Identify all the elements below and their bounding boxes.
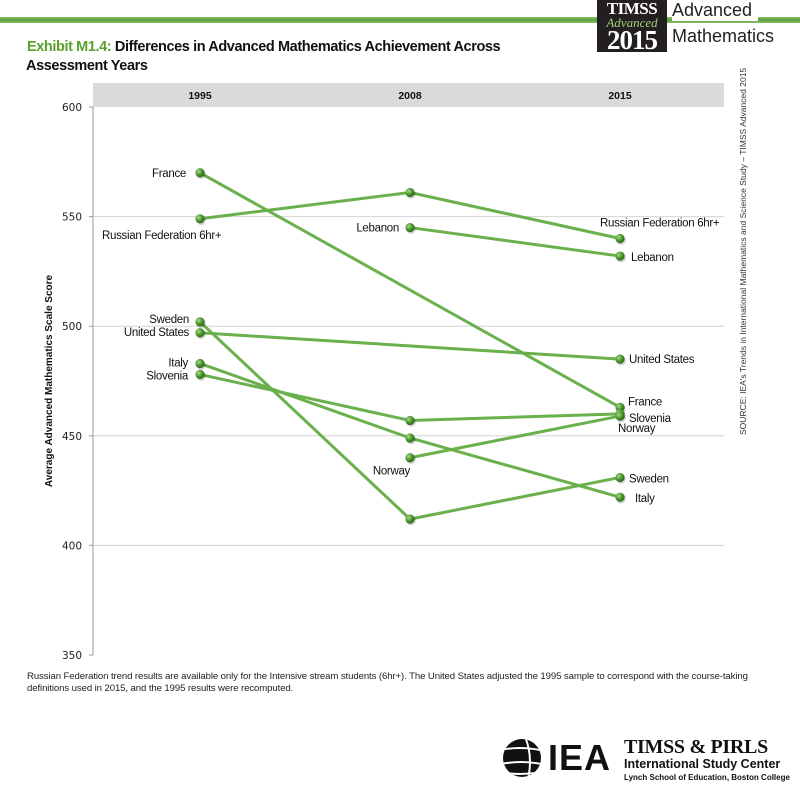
y-tick-label: 500: [62, 321, 82, 333]
series-line-russian-federation-6hr-: [408, 190, 622, 241]
logo-line2: Advanced: [606, 15, 658, 30]
column-label-2008: 2008: [398, 90, 422, 102]
series-line-sweden: [198, 320, 412, 521]
y-tick-label: 600: [62, 102, 82, 114]
series-line-sweden: [408, 475, 622, 521]
data-point-norway-2015: [615, 411, 625, 421]
data-point-slovenia-2008: [405, 415, 415, 426]
timss-advanced-logo: TIMSS Advanced 2015: [597, 0, 667, 55]
title-line1: Differences in Advanced Mathematics Achi…: [114, 39, 501, 55]
product-name-line2: Mathematics: [672, 26, 781, 47]
point-label: Norway: [373, 466, 411, 478]
footer-logos: IEA TIMSS & PIRLS International Study Ce…: [500, 735, 800, 785]
point-label: Italy: [168, 357, 188, 369]
point-label: Norway: [618, 423, 656, 435]
footnote: Russian Federation trend results are ava…: [27, 671, 748, 694]
column-header-band: [93, 83, 724, 107]
series-line-russian-federation-6hr-: [198, 190, 412, 221]
data-point-france-1995: [195, 168, 205, 178]
data-point-russian-federation-6hr--1995: [195, 214, 205, 224]
data-point-italy-2015: [615, 492, 625, 502]
data-point-italy-2008: [405, 433, 415, 443]
data-point-lebanon-2015: [615, 251, 625, 261]
data-point-sweden-2008: [405, 514, 415, 524]
point-label: France: [152, 168, 186, 180]
iea-globe-icon: [503, 739, 541, 777]
y-tick-label: 400: [62, 540, 82, 552]
y-axis-label: Average Advanced Mathematics Scale Score: [44, 274, 55, 487]
logo-line1: TIMSS: [606, 0, 658, 18]
data-point-sweden-1995: [195, 317, 205, 327]
point-label: Russian Federation 6hr+: [600, 218, 720, 230]
school-name: Lynch School of Education, Boston Colleg…: [624, 773, 790, 782]
series-line-slovenia: [408, 412, 622, 422]
point-label: France: [628, 396, 662, 408]
y-tick-label: 350: [62, 650, 82, 662]
logo-line3: 2015: [607, 25, 658, 55]
point-label: Lebanon: [631, 252, 674, 264]
y-tick-label: 550: [62, 212, 82, 224]
y-tick-label: 450: [62, 431, 82, 443]
data-point-italy-1995: [195, 358, 205, 369]
point-label: Sweden: [629, 473, 669, 485]
data-point-united-states-1995: [195, 328, 205, 338]
data-point-russian-federation-6hr--2008: [405, 187, 415, 198]
data-point-norway-2008: [405, 453, 415, 463]
data-point-lebanon-2008: [405, 222, 415, 233]
data-point-slovenia-1995: [195, 369, 205, 380]
column-label-2015: 2015: [608, 90, 632, 102]
exhibit-title: Exhibit M1.4: Differences in Advanced Ma…: [26, 38, 547, 76]
header-green-rule: [0, 17, 800, 23]
series-line-slovenia: [198, 372, 412, 422]
point-label: Lebanon: [356, 223, 399, 235]
timss-pirls-name: TIMSS & PIRLS: [624, 736, 768, 758]
point-label: United States: [629, 354, 695, 366]
study-center-name: International Study Center: [624, 757, 781, 771]
series-line-united-states: [198, 331, 622, 361]
source-note: SOURCE: IEA's Trends in International Ma…: [738, 67, 748, 435]
series-line-italy: [198, 361, 412, 440]
column-label-1995: 1995: [188, 90, 212, 102]
data-point-united-states-2015: [615, 354, 625, 364]
point-label: Slovenia: [629, 413, 672, 425]
series-line-italy: [408, 436, 622, 499]
series-line-france: [198, 171, 622, 409]
product-name-line1: Advanced: [672, 0, 759, 21]
iea-logo-text: IEA: [548, 737, 612, 778]
line-chart: 350 400 450 500 550 600 1995 2008 2015 France Fr…: [44, 83, 724, 662]
point-label: Italy: [635, 493, 655, 505]
point-label: Russian Federation 6hr+: [102, 230, 222, 242]
point-label: Sweden: [149, 314, 189, 326]
data-point-sweden-2015: [615, 472, 625, 483]
series-line-lebanon: [408, 226, 622, 258]
data-point-russian-federation-6hr--2015: [615, 233, 625, 244]
point-label: Slovenia: [146, 370, 189, 382]
series-line-norway: [408, 414, 622, 460]
data-point-france-2015: [615, 402, 625, 412]
point-label: United States: [124, 327, 190, 339]
exhibit-number: Exhibit M1.4:: [27, 39, 112, 55]
title-line2: Assessment Years: [26, 58, 148, 74]
